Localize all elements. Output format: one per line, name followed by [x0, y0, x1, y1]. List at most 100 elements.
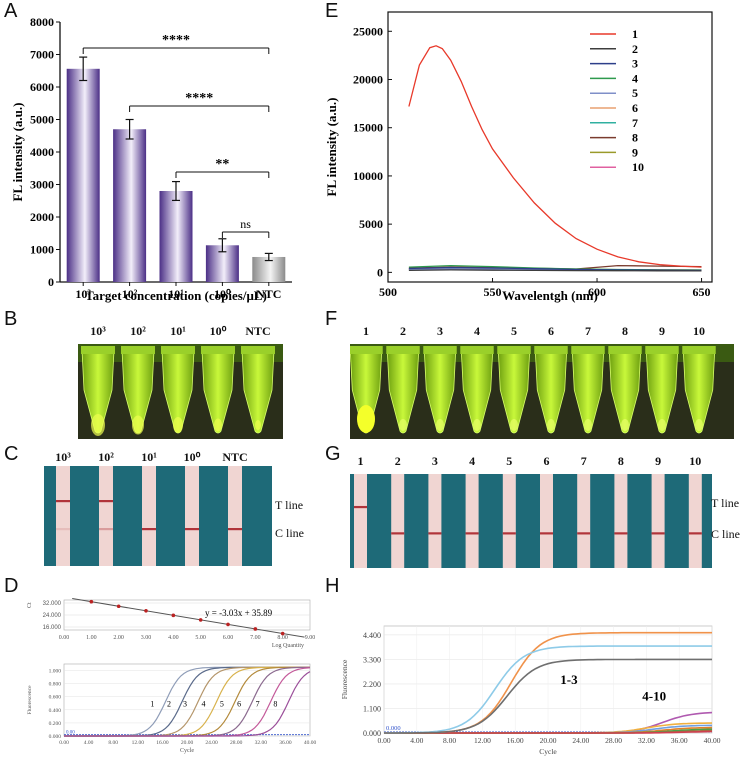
legend-label: 3: [632, 57, 638, 71]
strip-label: 4: [469, 454, 476, 468]
legend-label: 6: [632, 101, 638, 115]
c-band: [428, 532, 442, 535]
strip-5: [502, 474, 516, 568]
x-tick-label: 6.00: [223, 635, 234, 641]
tube-7: [571, 349, 605, 434]
y-tick-label: 32.000: [43, 601, 62, 607]
tube-label: 10²: [130, 324, 146, 338]
tube-signal: [695, 419, 703, 431]
x-tick-label: 40.00: [304, 740, 317, 746]
strip-label: 10⁰: [183, 450, 201, 464]
tube-2: [386, 349, 420, 434]
tube-label: 10¹: [170, 324, 186, 338]
strip-9: [651, 474, 665, 568]
x-tick-label: 16.00: [156, 740, 169, 746]
data-point: [144, 609, 148, 613]
y-tick-label: 2000: [30, 210, 54, 224]
data-point: [253, 627, 258, 631]
group-label: 4-10: [642, 689, 666, 704]
y-tick-label: 0.200: [49, 721, 62, 727]
c-band: [577, 532, 591, 535]
strip-label: 3: [431, 454, 438, 468]
tube-label: 3: [437, 324, 443, 338]
amp-curve-8: [64, 671, 311, 737]
sig-label: ****: [185, 91, 213, 106]
strip-label: 1: [357, 454, 364, 468]
x-tick-label: 32.00: [638, 736, 655, 745]
x-tick-label: 2.00: [113, 635, 124, 641]
strip-photo-g: [350, 474, 712, 568]
y-tick-label: 5000: [359, 217, 383, 231]
bar-chart-a: 0 1000 2000 3000 4000 5000 6000 7000 8000 10³ 10² 1…: [10, 15, 292, 303]
x-tick-label: 3.00: [141, 635, 152, 641]
x-tick-label: 10⁰: [214, 287, 231, 301]
x-tick-label: 5.00: [195, 635, 206, 641]
panel-label-b: B: [4, 308, 18, 330]
c-band: [651, 532, 665, 535]
y-axis-title: Fluorescence: [27, 685, 33, 715]
series-line-1: [408, 269, 702, 272]
y-tick-label: 1.000: [49, 669, 62, 675]
strip-8: [614, 474, 628, 568]
series-line-2: [408, 266, 702, 272]
x-axis-title: Target concentration (copies/μL): [85, 288, 267, 303]
x-tick-label: 10²: [122, 287, 138, 301]
tube-label: 8: [622, 324, 628, 338]
y-tick-label: 20000: [353, 73, 383, 87]
x-tick-label: 12.00: [132, 740, 145, 746]
strip-6: [540, 474, 553, 568]
std-curve-d: 32.000 24.000 16.000 0.00 1.00 2.00 3.00 4.00 5.…: [27, 598, 315, 649]
x-tick-label: 20.00: [181, 740, 194, 746]
y-tick-label: 0.000: [49, 734, 62, 740]
tube-cap: [241, 346, 275, 354]
t-band: [354, 505, 367, 509]
tube-8: [608, 349, 642, 434]
strip-10: [688, 474, 702, 568]
strip-7: [577, 474, 591, 568]
panel-f: 1 2 3 4 5 6 7 8 9 10: [322, 318, 742, 443]
bar-2: [159, 191, 193, 282]
panel-b: 10³ 10² 10¹ 10⁰ NTC: [0, 318, 320, 443]
x-tick-label: 28.00: [230, 740, 243, 746]
y-tick-label: 10000: [353, 169, 383, 183]
y-tick-label: 2.200: [363, 680, 381, 689]
tube-cap: [201, 346, 235, 354]
tube-cap: [121, 346, 155, 354]
y-tick-label: 0.400: [49, 708, 62, 714]
curve-label: 3: [183, 700, 187, 709]
x-tick-label: 36.00: [671, 736, 688, 745]
c-band: [142, 528, 156, 531]
y-tick-label: 1.100: [363, 704, 381, 713]
tube-cap: [460, 346, 494, 354]
legend-label: 1: [632, 27, 638, 41]
tube-cap: [161, 346, 195, 354]
panel-label-h: H: [325, 575, 340, 597]
x-axis-title: Cycle: [539, 747, 557, 756]
amp-curve-2: [383, 645, 712, 734]
y-tick-label: 7000: [30, 48, 54, 62]
c-band: [614, 532, 628, 535]
tube-10: [682, 349, 716, 434]
plot-frame: [387, 11, 713, 283]
tube-9: [645, 349, 679, 434]
tube-signal: [173, 417, 183, 433]
panel-label-g: G: [325, 443, 341, 465]
curve-label: 8: [273, 700, 277, 709]
tube-signal: [547, 419, 555, 431]
x-tick-label: 40.00: [704, 736, 721, 745]
curve-label: 6: [237, 700, 241, 709]
panel-label-f: F: [325, 308, 338, 330]
tube-cap: [534, 346, 568, 354]
strip-label: 10: [689, 454, 702, 468]
strip-1: [354, 474, 367, 568]
bar-0: [66, 68, 100, 282]
line-chart-e: 0 5000 10000 15000 20000 25000 500 550 600 650 123…: [324, 11, 713, 303]
x-tick-label: 8.00: [108, 740, 118, 746]
y-tick-label: 0: [48, 275, 54, 289]
data-point: [89, 599, 94, 604]
legend-label: 4: [632, 71, 638, 85]
legend-label: 9: [632, 145, 638, 159]
tube-signal: [132, 415, 144, 435]
x-tick-label: 16.00: [507, 736, 524, 745]
x-axis-title: Cycle: [180, 748, 194, 754]
